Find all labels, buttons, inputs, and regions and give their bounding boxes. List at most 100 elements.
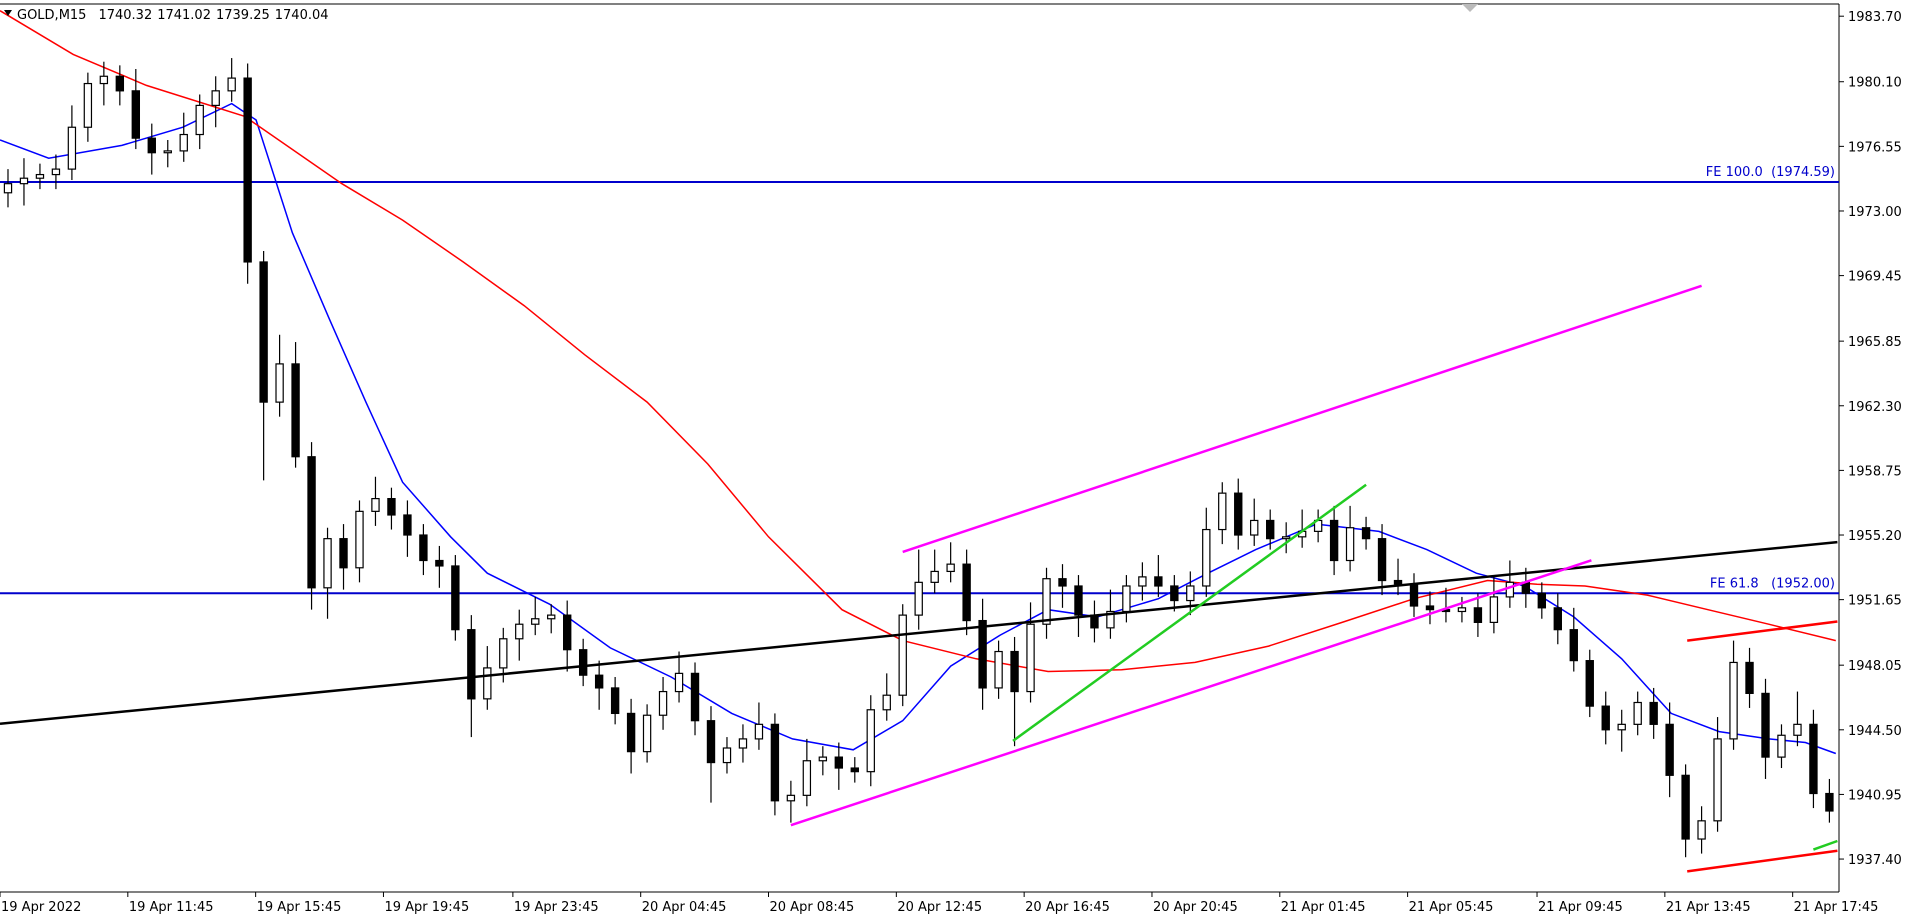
candle-body <box>1585 660 1594 707</box>
candle-body <box>1745 661 1754 694</box>
candle-body <box>1697 820 1706 840</box>
y-tick-label: 1976.55 <box>1848 140 1902 155</box>
candle-body <box>163 150 172 154</box>
candle-body <box>1377 538 1387 582</box>
candle-body <box>1345 527 1355 562</box>
x-tick-label: 20 Apr 12:45 <box>897 900 982 915</box>
y-tick-label: 1983.70 <box>1848 10 1902 25</box>
candle-body <box>674 672 684 693</box>
x-tick-label: 19 Apr 15:45 <box>257 900 342 915</box>
fibo-level-label: FE 100.0 (1974.59) <box>1706 165 1835 180</box>
candle-body <box>1361 527 1371 540</box>
trendline <box>1687 849 1838 873</box>
candle-body <box>1553 607 1562 631</box>
candle-body <box>451 565 460 631</box>
candle-body <box>419 534 428 562</box>
candle-body <box>1665 723 1674 776</box>
candle-body <box>387 498 396 516</box>
candle-body <box>467 629 476 700</box>
candle-body <box>211 90 220 106</box>
candle-body <box>594 674 604 689</box>
trendline <box>0 540 1838 726</box>
y-tick-label: 1944.50 <box>1848 724 1902 739</box>
candle-body <box>243 77 252 263</box>
header-close: 1740.04 <box>275 8 329 23</box>
candle-body <box>563 614 572 651</box>
candle-body <box>227 77 236 92</box>
candle-body <box>1489 596 1499 623</box>
trendline <box>902 284 1702 554</box>
candle-body <box>1729 661 1738 740</box>
x-tick-label: 20 Apr 08:45 <box>770 900 855 915</box>
header-low: 1739.25 <box>216 8 270 23</box>
candle-body <box>962 563 971 622</box>
x-tick-label: 21 Apr 05:45 <box>1409 900 1494 915</box>
candle-body <box>786 794 796 802</box>
candle-body <box>1250 519 1259 536</box>
candle-body <box>131 90 141 139</box>
y-tick-label: 1958.75 <box>1848 464 1902 479</box>
candle-body <box>1825 792 1834 812</box>
candle-body <box>626 712 636 753</box>
candle-body <box>1409 583 1419 607</box>
candle-body <box>339 538 348 569</box>
candle-body <box>1457 607 1467 613</box>
candle-body <box>658 690 668 716</box>
candle-body <box>994 650 1003 689</box>
candle-body <box>83 82 93 128</box>
header: GOLD,M15 1740.32 1741.02 1739.25 1740.04 <box>17 8 329 23</box>
candle-body <box>547 614 556 620</box>
candle-body <box>147 137 156 154</box>
candle-body <box>1761 692 1770 758</box>
x-tick-label: 20 Apr 16:45 <box>1025 900 1110 915</box>
plot-area <box>0 10 1839 873</box>
candle-body <box>1186 585 1195 602</box>
fibo-level-label: FE 61.8 (1952.00) <box>1710 576 1835 591</box>
moving-average <box>0 102 1837 755</box>
candle-body <box>179 133 188 152</box>
x-tick-label: 21 Apr 01:45 <box>1281 900 1366 915</box>
candle-body <box>1713 738 1722 822</box>
scroll-marker <box>1462 4 1478 12</box>
candle-body <box>690 672 700 722</box>
candle-body <box>1010 650 1019 693</box>
candle-body <box>1569 629 1578 662</box>
candle-body <box>1074 585 1083 616</box>
candle-body <box>19 177 29 185</box>
trendline <box>1012 483 1367 742</box>
candle-body <box>99 75 109 85</box>
x-tick-label: 20 Apr 04:45 <box>642 900 727 915</box>
candle-body <box>1026 623 1035 693</box>
trendline <box>1812 839 1838 851</box>
candle-body <box>307 456 316 589</box>
candle-body <box>291 363 300 458</box>
candle-body <box>1106 610 1115 629</box>
candle-body <box>1633 701 1642 725</box>
moving-average <box>0 10 1836 673</box>
candle-body <box>1138 576 1147 587</box>
candle-body <box>3 183 13 194</box>
candle-body <box>802 760 812 796</box>
y-tick-label: 1955.20 <box>1848 529 1902 544</box>
candle-body <box>323 538 332 589</box>
candle-body <box>1649 701 1658 725</box>
candle-body <box>882 694 891 711</box>
candle-body <box>67 126 77 170</box>
symbol: GOLD,M15 <box>17 8 86 23</box>
x-tick-label: 19 Apr 19:45 <box>384 900 469 915</box>
candle-body <box>1473 607 1483 623</box>
candle-body <box>499 638 508 669</box>
candle-body <box>403 514 412 536</box>
candle-body <box>51 168 61 176</box>
candle-body <box>754 723 764 740</box>
x-tick-label: 21 Apr 13:45 <box>1666 900 1751 915</box>
candle-body <box>275 363 284 403</box>
y-tick-label: 1948.05 <box>1848 659 1902 674</box>
candle-body <box>914 581 923 616</box>
candle-body <box>1393 579 1403 585</box>
candle-body <box>435 559 444 567</box>
candle-body <box>1809 723 1818 795</box>
candle-body <box>483 667 492 700</box>
